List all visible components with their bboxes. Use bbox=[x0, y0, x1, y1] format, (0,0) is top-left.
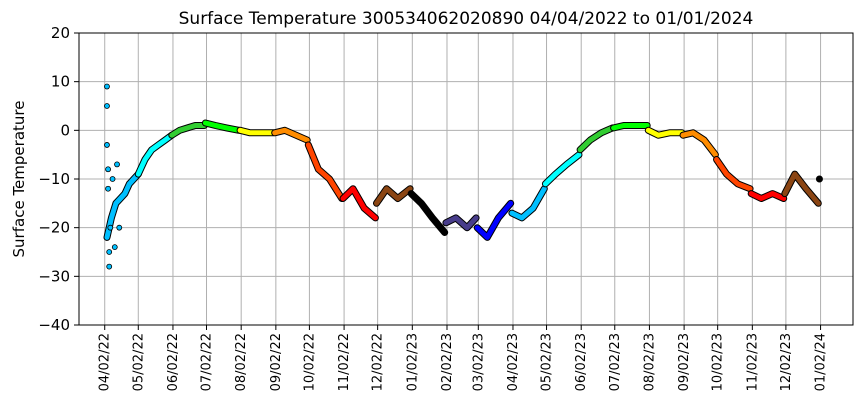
series-line-feb bbox=[443, 215, 479, 231]
scatter-point bbox=[114, 161, 120, 168]
series-line-aug bbox=[237, 127, 277, 136]
x-tick-label: 10/02/23 bbox=[711, 333, 726, 391]
scatter-point bbox=[107, 224, 114, 231]
scatter-point bbox=[104, 142, 110, 148]
series-line-aug bbox=[645, 127, 685, 138]
x-tick-label: 11/02/23 bbox=[745, 333, 760, 391]
series-line-dec bbox=[782, 171, 821, 206]
x-tick-label: 01/02/24 bbox=[814, 333, 829, 391]
scatter-point bbox=[104, 103, 110, 109]
series-line-nov bbox=[748, 191, 787, 201]
x-tick-label: 07/02/23 bbox=[608, 333, 623, 391]
series-line-oct bbox=[305, 142, 345, 201]
series-line-apr bbox=[104, 171, 141, 240]
scatter-point bbox=[106, 263, 113, 270]
series-point-jan bbox=[815, 175, 823, 183]
y-axis-label: Surface Temperature bbox=[10, 101, 28, 258]
x-tick-label: 11/02/22 bbox=[337, 333, 352, 391]
series-line-oct bbox=[714, 157, 753, 192]
x-tick-label: 12/02/22 bbox=[371, 333, 386, 391]
series-line-may bbox=[542, 152, 582, 187]
y-tick-label: −40 bbox=[38, 316, 70, 334]
x-tick-label: 01/02/23 bbox=[405, 333, 420, 391]
x-tick-label: 02/02/23 bbox=[440, 333, 455, 391]
x-tick-label: 09/02/22 bbox=[269, 333, 284, 391]
x-axis: 04/02/22 05/02/22 06/02/22 07/02/22 08/02/22… bbox=[98, 325, 829, 391]
series-line-apr bbox=[509, 186, 547, 221]
scatter-point bbox=[109, 176, 116, 182]
series-line-jun bbox=[169, 123, 207, 138]
scatter-point bbox=[106, 249, 113, 255]
y-tick-label: 0 bbox=[60, 121, 70, 139]
y-axis: 20 10 0 −10 −20 −30 −40 bbox=[38, 24, 79, 334]
series-line-jul bbox=[611, 123, 650, 131]
scatter-point bbox=[104, 83, 110, 90]
x-tick-label: 05/02/22 bbox=[131, 333, 146, 391]
y-tick-label: 10 bbox=[51, 73, 70, 91]
x-tick-label: 10/02/22 bbox=[302, 333, 317, 391]
series-line-dec bbox=[374, 186, 413, 206]
series-line-mar bbox=[474, 200, 514, 240]
series-line-sep bbox=[272, 127, 310, 143]
x-tick-label: 09/02/23 bbox=[677, 333, 692, 391]
y-tick-label: −20 bbox=[38, 219, 70, 237]
y-tick-label: −30 bbox=[38, 267, 70, 285]
series-line-jul bbox=[202, 120, 242, 133]
series-line-nov bbox=[340, 186, 378, 221]
x-tick-label: 06/02/23 bbox=[574, 333, 589, 391]
chart-title: Surface Temperature 300534062020890 04/0… bbox=[179, 9, 754, 29]
series-line-jan bbox=[408, 191, 448, 235]
x-tick-label: 04/02/23 bbox=[506, 333, 521, 391]
x-tick-label: 08/02/22 bbox=[234, 333, 249, 391]
x-tick-label: 04/02/22 bbox=[98, 333, 113, 391]
scatter-point bbox=[111, 244, 118, 251]
x-tick-label: 12/02/23 bbox=[779, 333, 794, 391]
scatter-point bbox=[105, 185, 111, 192]
scatter-point bbox=[116, 224, 123, 231]
x-tick-label: 08/02/23 bbox=[642, 333, 657, 391]
series-line-may bbox=[135, 132, 175, 177]
series-line-sep bbox=[680, 130, 718, 158]
x-tick-label: 07/02/22 bbox=[200, 333, 215, 391]
y-tick-label: −10 bbox=[38, 170, 70, 188]
data-marks bbox=[103, 83, 823, 270]
x-tick-label: 03/02/23 bbox=[471, 333, 486, 391]
x-tick-label: 05/02/23 bbox=[540, 333, 555, 391]
series-line-jun bbox=[577, 125, 615, 153]
scatter-point bbox=[105, 166, 111, 173]
x-tick-label: 06/02/22 bbox=[166, 333, 181, 391]
grid bbox=[79, 32, 853, 326]
y-tick-label: 20 bbox=[51, 24, 70, 42]
